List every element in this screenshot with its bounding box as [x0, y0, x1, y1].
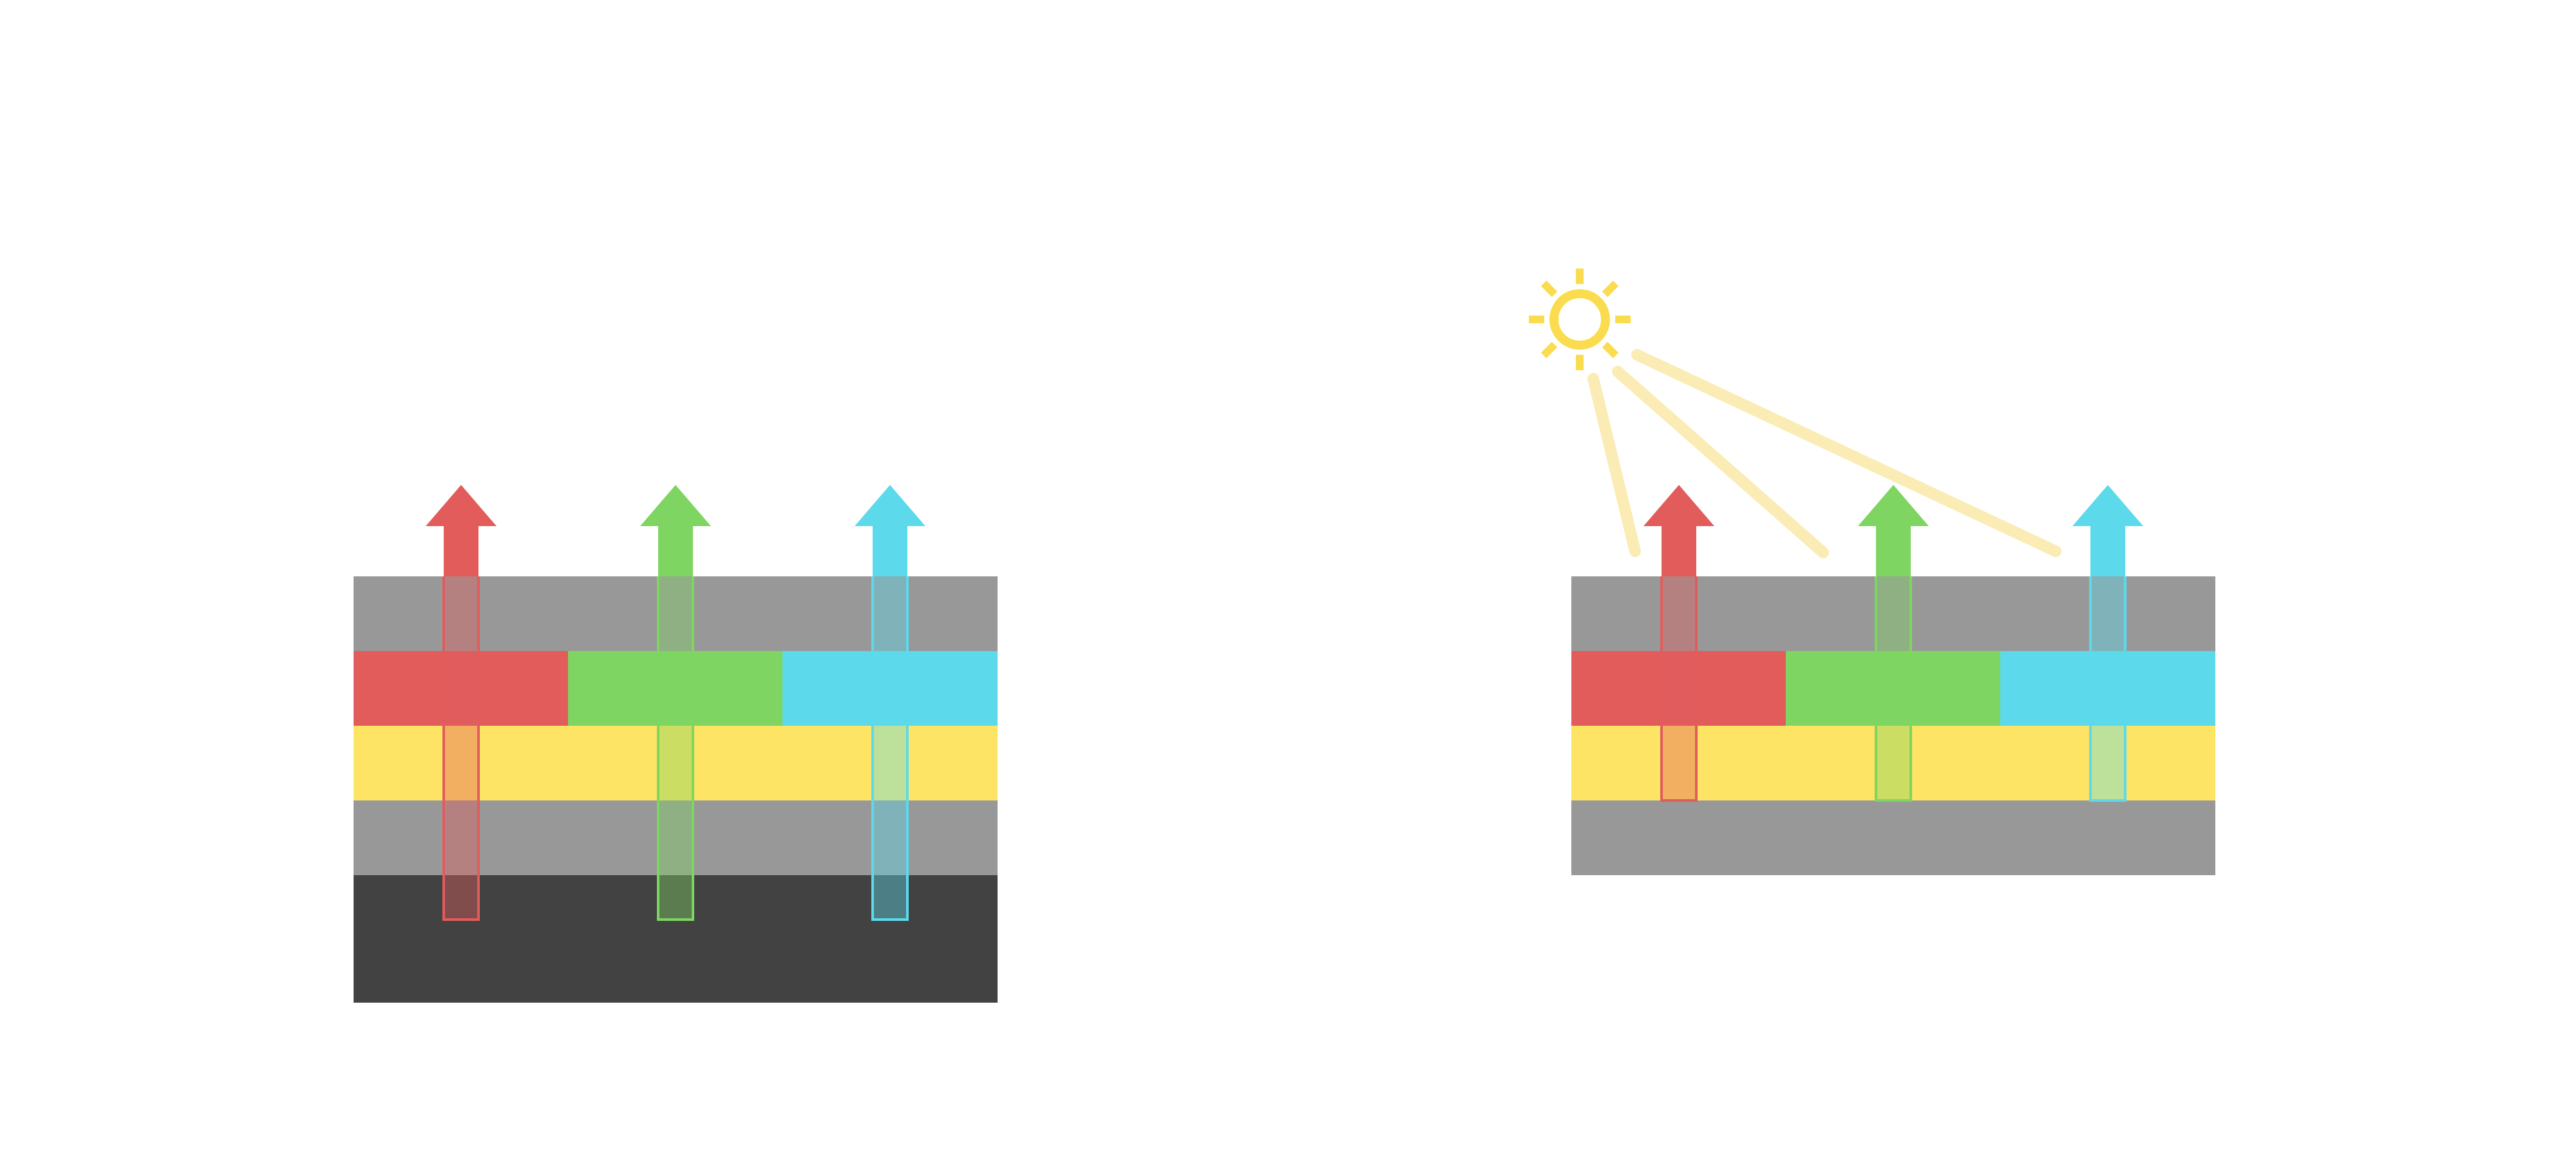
- right-red-subpixel: [1571, 651, 1786, 726]
- right-cyan-subpixel: [2000, 651, 2215, 726]
- left-green-arrow-solid: [640, 485, 711, 576]
- left-cyan-arrow-solid: [855, 485, 925, 576]
- sunbeam-middle: [1612, 366, 1829, 558]
- right-green-subpixel: [1786, 651, 2000, 726]
- left-red-arrow-solid: [426, 485, 497, 576]
- sunbeam-steep: [1587, 373, 1641, 557]
- sun-ray-se: [1602, 341, 1619, 359]
- sunbeam-shallow: [1631, 349, 2061, 557]
- sun-ray-ne: [1602, 280, 1619, 298]
- sunlight-beams: [1587, 349, 2061, 558]
- left-display-stack: [354, 576, 998, 1003]
- right-green-arrow-solid: [1858, 485, 1929, 576]
- left-red-subpixel: [354, 651, 568, 726]
- right-cyan-arrow-solid: [2072, 485, 2143, 576]
- sun-ray-nw: [1540, 280, 1558, 298]
- left-yellow-layer: [354, 726, 998, 800]
- sun-icon: [1529, 269, 1631, 370]
- sun-ray-sw: [1540, 341, 1558, 359]
- left-dark-base-layer: [354, 875, 998, 1003]
- left-top-gray-layer: [354, 576, 998, 651]
- sun-core: [1549, 289, 1610, 350]
- left-subpixel-layer: [354, 651, 998, 726]
- right-bottom-gray-layer: [1571, 800, 2215, 875]
- right-subpixel-layer: [1571, 651, 2215, 726]
- right-yellow-layer: [1571, 726, 2215, 800]
- left-middle-gray-layer: [354, 800, 998, 875]
- right-red-arrow-solid: [1643, 485, 1714, 576]
- right-top-gray-layer: [1571, 576, 2215, 651]
- left-cyan-subpixel: [782, 651, 998, 726]
- left-green-subpixel: [568, 651, 782, 726]
- right-display-stack: [1571, 576, 2215, 875]
